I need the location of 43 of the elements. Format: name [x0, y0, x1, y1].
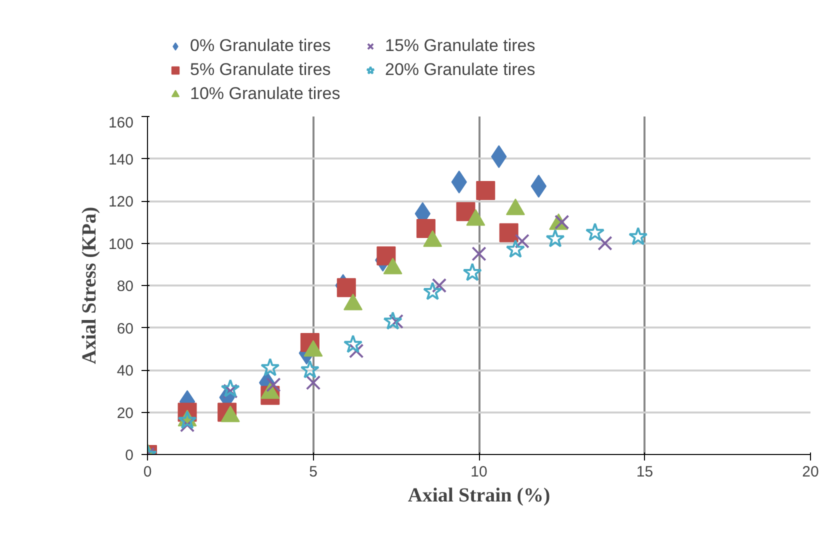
point — [416, 218, 436, 238]
point — [476, 180, 496, 200]
point — [585, 222, 605, 241]
y-axis-title: Axial Stress (KPa) — [78, 206, 100, 364]
point — [506, 240, 526, 258]
legend-label: 0% Granulate tires — [190, 35, 332, 57]
point — [432, 278, 447, 293]
x-tick-label: 5 — [309, 464, 318, 480]
point — [383, 311, 402, 330]
point — [514, 234, 530, 248]
legend-label: 10% Granulate tires — [190, 83, 342, 105]
y-tick-label: 20 — [116, 404, 134, 422]
point — [530, 174, 547, 198]
legend-label: 15% Granulate tires — [385, 35, 536, 57]
y-tick-label: 140 — [108, 151, 134, 168]
legend-label: 20% Granulate tires — [385, 59, 536, 81]
x-tick-label: 15 — [636, 464, 654, 480]
x-axis-title: Axial Strain (%) — [408, 484, 550, 506]
y-tick-label: 160 — [108, 114, 134, 132]
y-tick-label: 120 — [108, 194, 134, 210]
point — [499, 223, 518, 242]
y-tick-label: 100 — [108, 236, 134, 253]
point — [456, 202, 476, 222]
point — [300, 360, 320, 378]
x-tick-label: 0 — [143, 464, 152, 480]
point — [423, 282, 442, 300]
y-tick-label: 40 — [116, 362, 134, 380]
legend-label: 5% Granulate tires — [190, 59, 332, 81]
point — [343, 334, 363, 353]
point — [462, 262, 482, 282]
point — [306, 375, 321, 390]
x-tick-label: 20 — [802, 464, 819, 480]
y-tick-label: 60 — [116, 320, 134, 338]
point — [472, 246, 486, 262]
point — [220, 379, 240, 398]
point — [260, 358, 280, 376]
x-tick-label: 10 — [470, 464, 488, 480]
point — [546, 229, 565, 248]
y-tick-label: 0 — [125, 447, 134, 464]
point — [376, 246, 396, 266]
y-tick-label: 80 — [116, 278, 134, 295]
point — [598, 236, 612, 251]
point — [628, 226, 648, 246]
